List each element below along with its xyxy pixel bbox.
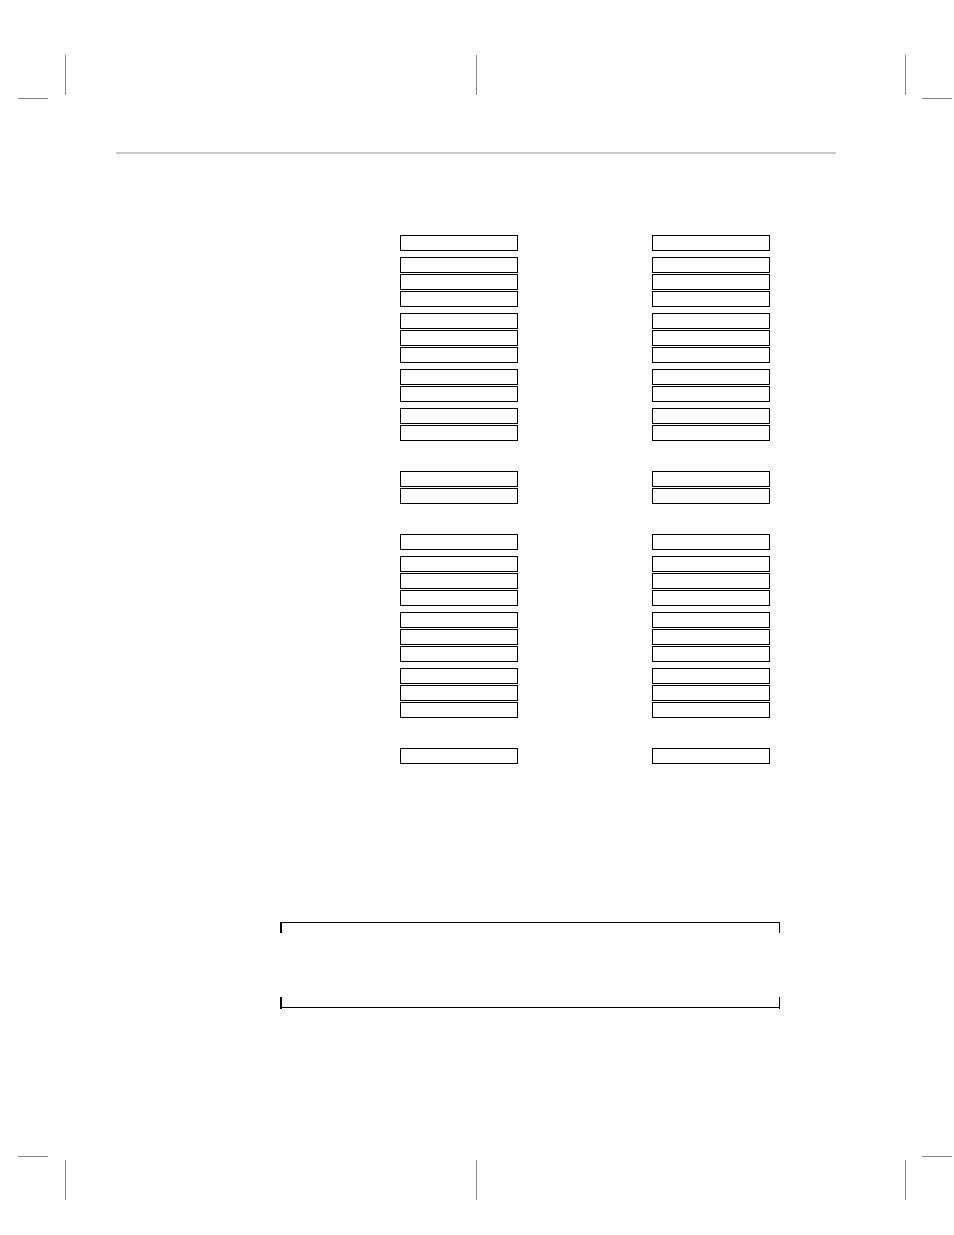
input-box[interactable] — [652, 646, 770, 662]
form-row — [280, 313, 780, 329]
input-box[interactable] — [400, 685, 518, 701]
input-box[interactable] — [652, 274, 770, 290]
input-box[interactable] — [400, 257, 518, 273]
input-box[interactable] — [652, 313, 770, 329]
input-box[interactable] — [400, 556, 518, 572]
form-row — [280, 702, 780, 718]
input-box[interactable] — [400, 612, 518, 628]
form-row — [280, 668, 780, 684]
input-box[interactable] — [652, 488, 770, 504]
input-box[interactable] — [652, 685, 770, 701]
input-box[interactable] — [400, 590, 518, 606]
input-box[interactable] — [652, 668, 770, 684]
crop-mark — [905, 1160, 906, 1200]
form-row — [280, 488, 780, 504]
form-row — [280, 386, 780, 402]
input-box[interactable] — [400, 425, 518, 441]
crop-mark — [922, 1156, 952, 1157]
input-box[interactable] — [400, 488, 518, 504]
crop-mark — [905, 55, 906, 95]
form-section — [280, 534, 780, 718]
input-box[interactable] — [652, 257, 770, 273]
input-box[interactable] — [652, 629, 770, 645]
form-row — [280, 685, 780, 701]
form-row — [280, 556, 780, 572]
input-box[interactable] — [652, 748, 770, 764]
input-box[interactable] — [400, 573, 518, 589]
input-box[interactable] — [400, 313, 518, 329]
form-row — [280, 330, 780, 346]
crop-mark — [18, 1156, 48, 1157]
input-box[interactable] — [400, 471, 518, 487]
form-row — [280, 534, 780, 550]
header-rule — [116, 152, 836, 154]
input-box[interactable] — [400, 347, 518, 363]
input-box[interactable] — [400, 274, 518, 290]
form-row — [280, 291, 780, 307]
form-row — [280, 369, 780, 385]
form-section — [280, 235, 780, 441]
input-box[interactable] — [652, 612, 770, 628]
crop-mark — [65, 55, 66, 95]
input-box[interactable] — [652, 590, 770, 606]
input-box[interactable] — [652, 330, 770, 346]
input-box[interactable] — [400, 291, 518, 307]
form-row — [280, 274, 780, 290]
input-box[interactable] — [652, 291, 770, 307]
form-row — [280, 408, 780, 424]
crop-mark — [18, 98, 48, 99]
input-box[interactable] — [652, 534, 770, 550]
input-box[interactable] — [400, 668, 518, 684]
input-box[interactable] — [400, 408, 518, 424]
form-row — [280, 573, 780, 589]
form-row — [280, 629, 780, 645]
input-box[interactable] — [652, 235, 770, 251]
input-box[interactable] — [400, 534, 518, 550]
form-row — [280, 590, 780, 606]
input-box[interactable] — [652, 347, 770, 363]
form-row — [280, 612, 780, 628]
form-row — [280, 235, 780, 251]
input-box[interactable] — [652, 369, 770, 385]
input-box[interactable] — [652, 425, 770, 441]
form-row — [280, 748, 780, 764]
input-box[interactable] — [400, 702, 518, 718]
input-box[interactable] — [400, 748, 518, 764]
form-content — [280, 235, 780, 794]
form-row — [280, 347, 780, 363]
crop-mark — [476, 55, 477, 95]
form-row — [280, 646, 780, 662]
crop-mark — [476, 1160, 477, 1200]
form-row — [280, 471, 780, 487]
input-box[interactable] — [652, 386, 770, 402]
input-box[interactable] — [400, 235, 518, 251]
form-row — [280, 425, 780, 441]
input-box[interactable] — [652, 702, 770, 718]
input-box[interactable] — [400, 369, 518, 385]
input-box[interactable] — [652, 408, 770, 424]
input-box[interactable] — [652, 573, 770, 589]
input-box[interactable] — [400, 330, 518, 346]
footer-bracket — [280, 922, 780, 1008]
input-box[interactable] — [400, 629, 518, 645]
input-box[interactable] — [400, 646, 518, 662]
crop-mark — [922, 98, 952, 99]
input-box[interactable] — [652, 471, 770, 487]
form-row — [280, 257, 780, 273]
form-section — [280, 748, 780, 764]
crop-mark — [65, 1160, 66, 1200]
input-box[interactable] — [652, 556, 770, 572]
input-box[interactable] — [400, 386, 518, 402]
form-section — [280, 471, 780, 504]
